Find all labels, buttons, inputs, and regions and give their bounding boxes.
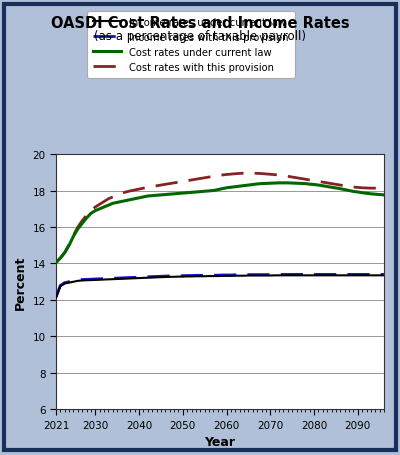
Text: OASDI Cost Rates and Income Rates: OASDI Cost Rates and Income Rates [51,16,349,31]
Text: (as a percentage of taxable payroll): (as a percentage of taxable payroll) [94,30,306,43]
X-axis label: Year: Year [204,435,236,448]
Legend: Income rates under current law, Income rates with this provision, Cost rates und: Income rates under current law, Income r… [87,12,295,79]
Y-axis label: Percent: Percent [14,255,27,309]
